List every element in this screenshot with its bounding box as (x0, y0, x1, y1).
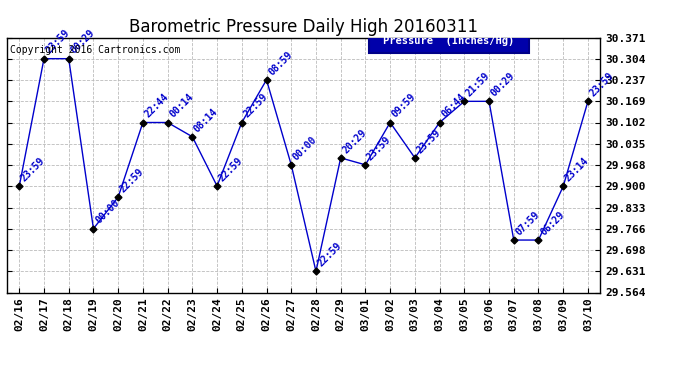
Text: 22:59: 22:59 (217, 155, 245, 183)
Text: 00:00: 00:00 (93, 198, 121, 226)
Text: 00:14: 00:14 (168, 92, 195, 120)
Text: 06:29: 06:29 (538, 209, 566, 237)
FancyBboxPatch shape (369, 30, 529, 53)
Text: 00:29: 00:29 (489, 71, 517, 99)
Text: 09:59: 09:59 (390, 92, 418, 120)
Text: 23:59: 23:59 (415, 127, 442, 155)
Text: 00:00: 00:00 (291, 134, 319, 162)
Text: 20:29: 20:29 (341, 127, 368, 155)
Text: 21:59: 21:59 (464, 71, 492, 99)
Text: 23:59: 23:59 (44, 28, 72, 56)
Text: Copyright 2016 Cartronics.com: Copyright 2016 Cartronics.com (10, 45, 180, 55)
Text: 22:44: 22:44 (143, 92, 170, 120)
Text: 22:59: 22:59 (316, 241, 344, 268)
Title: Barometric Pressure Daily High 20160311: Barometric Pressure Daily High 20160311 (129, 18, 478, 36)
Text: 23:59: 23:59 (365, 134, 393, 162)
Text: Pressure  (Inches/Hg): Pressure (Inches/Hg) (384, 36, 515, 46)
Text: 22:59: 22:59 (118, 166, 146, 194)
Text: 22:59: 22:59 (241, 92, 270, 120)
Text: 23:14: 23:14 (563, 156, 591, 183)
Text: 08:14: 08:14 (193, 106, 220, 134)
Text: 07:59: 07:59 (513, 209, 542, 237)
Text: 23:59: 23:59 (19, 156, 47, 183)
Text: 23:59: 23:59 (588, 71, 615, 99)
Text: 06:44: 06:44 (440, 92, 467, 120)
Text: 08:59: 08:59 (266, 49, 294, 77)
Text: 00:29: 00:29 (68, 28, 97, 56)
